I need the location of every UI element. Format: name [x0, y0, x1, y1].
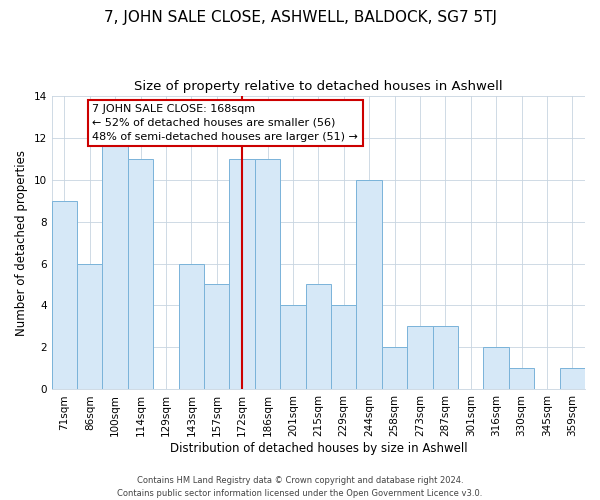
- Bar: [229, 158, 255, 390]
- X-axis label: Distribution of detached houses by size in Ashwell: Distribution of detached houses by size …: [170, 442, 467, 455]
- Bar: [52, 200, 77, 390]
- Bar: [560, 368, 585, 390]
- Bar: [128, 158, 153, 390]
- Bar: [204, 284, 229, 390]
- Bar: [331, 306, 356, 390]
- Bar: [305, 284, 331, 390]
- Bar: [280, 306, 305, 390]
- Bar: [103, 138, 128, 390]
- Bar: [179, 264, 204, 390]
- Y-axis label: Number of detached properties: Number of detached properties: [15, 150, 28, 336]
- Bar: [356, 180, 382, 390]
- Bar: [407, 326, 433, 390]
- Bar: [255, 158, 280, 390]
- Text: 7, JOHN SALE CLOSE, ASHWELL, BALDOCK, SG7 5TJ: 7, JOHN SALE CLOSE, ASHWELL, BALDOCK, SG…: [104, 10, 497, 25]
- Bar: [77, 264, 103, 390]
- Text: Contains HM Land Registry data © Crown copyright and database right 2024.
Contai: Contains HM Land Registry data © Crown c…: [118, 476, 482, 498]
- Bar: [509, 368, 534, 390]
- Bar: [433, 326, 458, 390]
- Bar: [382, 348, 407, 390]
- Text: 7 JOHN SALE CLOSE: 168sqm
← 52% of detached houses are smaller (56)
48% of semi-: 7 JOHN SALE CLOSE: 168sqm ← 52% of detac…: [92, 104, 358, 142]
- Title: Size of property relative to detached houses in Ashwell: Size of property relative to detached ho…: [134, 80, 503, 93]
- Bar: [484, 348, 509, 390]
